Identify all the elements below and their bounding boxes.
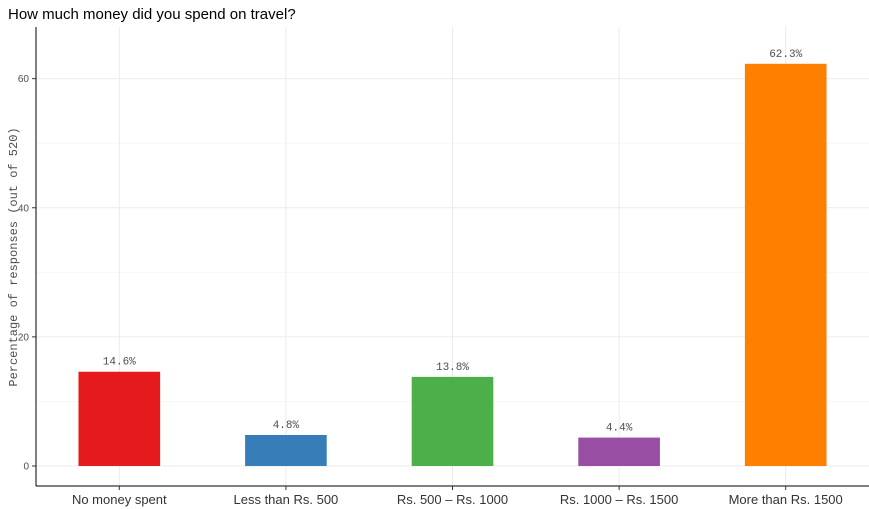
y-axis-label: Percentage of responses (out of 520) [7, 127, 21, 386]
x-tick-label-1: No money spent [72, 492, 167, 507]
x-tick-label-3: Rs. 500 – Rs. 1000 [397, 492, 508, 507]
y-axis-ticks: 0 20 40 60 [18, 74, 36, 472]
y-tick-label: 60 [18, 74, 30, 85]
data-label-1: 14.6% [103, 357, 136, 369]
y-tick-label: 40 [18, 203, 30, 214]
bar-4 [578, 437, 660, 466]
data-label-5: 62.3% [769, 49, 802, 61]
chart-title: How much money did you spend on travel? [8, 6, 296, 23]
bar-5 [744, 63, 827, 466]
y-tick-label: 0 [23, 461, 29, 472]
data-label-3: 13.8% [436, 362, 469, 374]
x-tick-label-5: More than Rs. 1500 [729, 492, 843, 507]
data-label-2: 4.8% [273, 420, 300, 432]
x-axis-ticks: No money spent Less than Rs. 500 Rs. 500 –… [72, 486, 843, 507]
y-tick-label: 20 [18, 332, 30, 343]
data-label-4: 4.4% [606, 423, 633, 435]
x-tick-label-2: Less than Rs. 500 [234, 492, 339, 507]
bar-2 [245, 435, 327, 466]
bars [78, 63, 827, 466]
data-labels: 14.6% 4.8% 13.8% 4.4% 62.3% [103, 49, 803, 435]
bar-1 [78, 371, 161, 466]
x-tick-label-4: Rs. 1000 – Rs. 1500 [560, 492, 679, 507]
bar-3 [411, 376, 494, 466]
